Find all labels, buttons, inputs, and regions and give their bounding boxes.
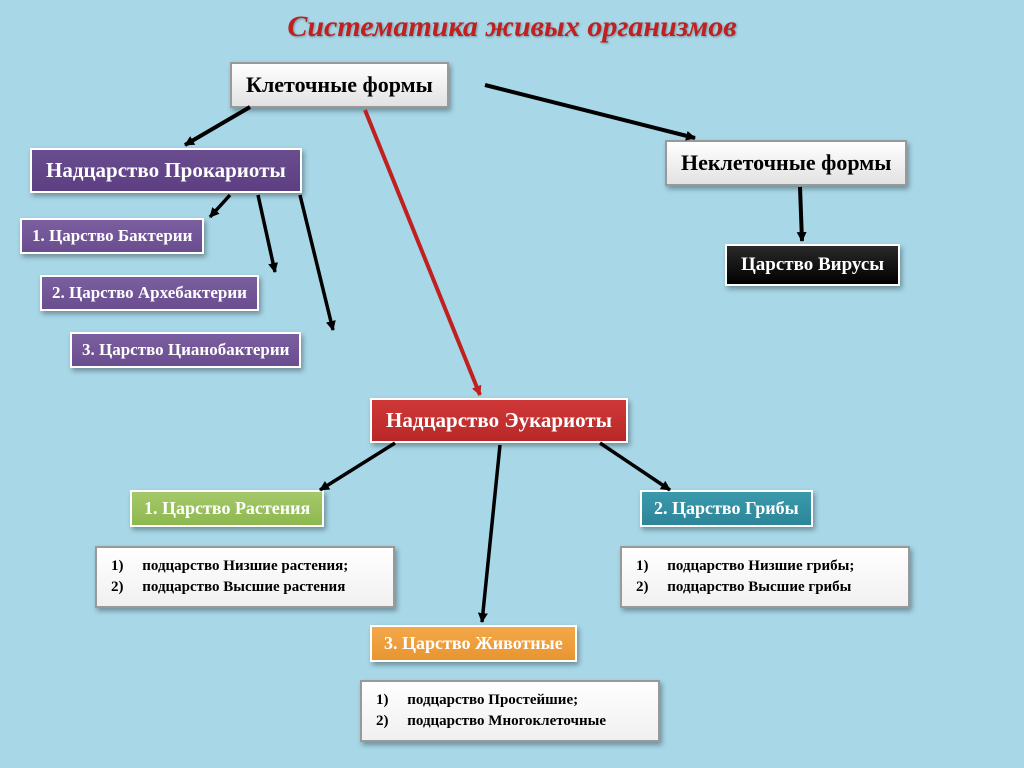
node-eukaryotes: Надцарство Эукариоты bbox=[370, 398, 628, 443]
node-prokaryotes: Надцарство Прокариоты bbox=[30, 148, 302, 193]
node-archaea: 2. Царство Архебактерии bbox=[40, 275, 259, 311]
node-plants: 1. Царство Растения bbox=[130, 490, 324, 527]
node-animals: 3. Царство Животные bbox=[370, 625, 577, 662]
node-viruses: Царство Вирусы bbox=[725, 244, 900, 286]
node-cyano: 3. Царство Цианобактерии bbox=[70, 332, 301, 368]
node-fungi: 2. Царство Грибы bbox=[640, 490, 813, 527]
node-noncellular: Неклеточные формы bbox=[665, 140, 907, 186]
node-fungi-sub: 1) подцарство Низшие грибы; 2) подцарств… bbox=[620, 546, 910, 608]
diagram-title: Систематика живых организмов bbox=[0, 10, 1024, 44]
node-animals-sub: 1) подцарство Простейшие; 2) подцарство … bbox=[360, 680, 660, 742]
node-plants-sub: 1) подцарство Низшие растения; 2) подцар… bbox=[95, 546, 395, 608]
node-bacteria: 1. Царство Бактерии bbox=[20, 218, 204, 254]
node-cellular: Клеточные формы bbox=[230, 62, 449, 108]
